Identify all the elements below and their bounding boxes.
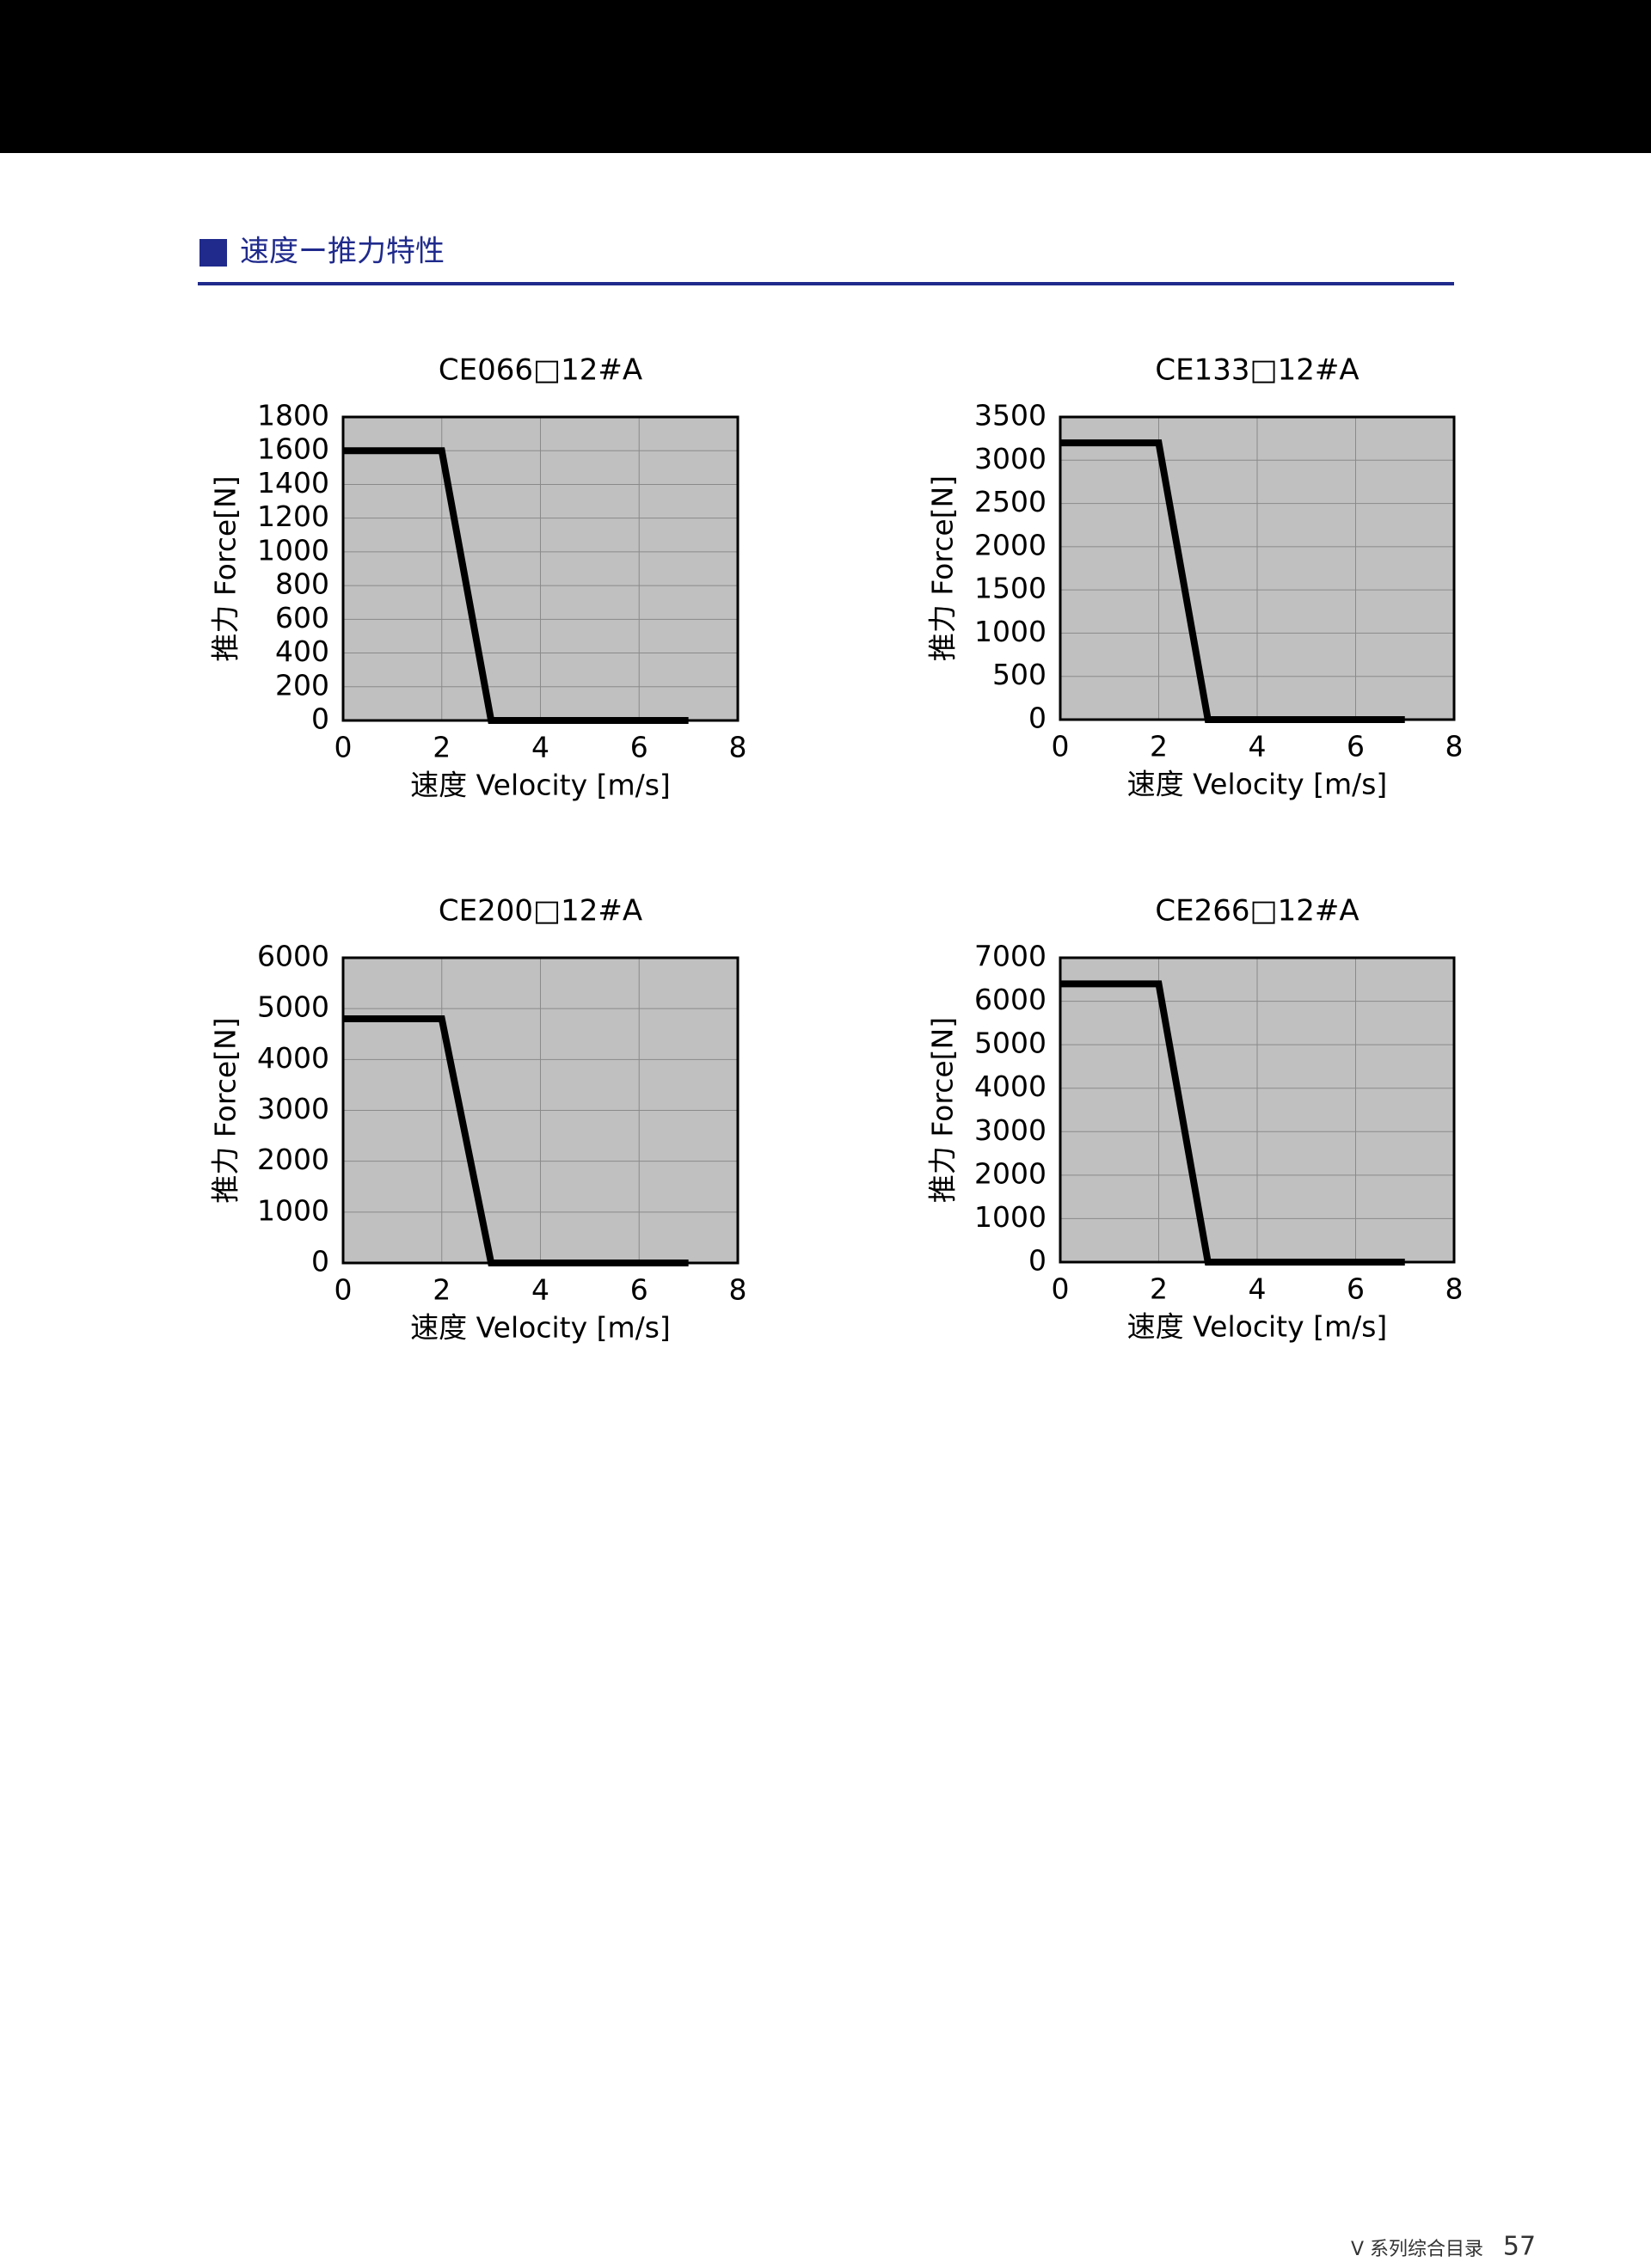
y-tick-label: 1200 xyxy=(257,500,329,533)
y-tick-label: 0 xyxy=(311,1245,329,1278)
x-tick-label: 6 xyxy=(1347,1272,1365,1306)
force-line xyxy=(1060,439,1405,723)
y-tick-label: 1800 xyxy=(257,399,329,432)
x-tick-label: 2 xyxy=(1150,1272,1168,1306)
x-tick-label: 6 xyxy=(630,1273,648,1307)
y-tick-label: 4000 xyxy=(974,1070,1046,1103)
y-tick-label: 3000 xyxy=(974,442,1046,475)
footer-page: 57 xyxy=(1503,2232,1536,2262)
y-tick-label: 600 xyxy=(275,601,329,634)
y-tick-label: 5000 xyxy=(257,990,329,1024)
y-tick-label: 0 xyxy=(1028,1244,1046,1278)
y-axis-label: 推力 Force[N] xyxy=(926,1017,960,1203)
y-tick-label: 1000 xyxy=(974,615,1046,648)
chart-title: CE266□12#A xyxy=(1155,894,1359,929)
x-tick-label: 4 xyxy=(1249,730,1267,763)
heading-square xyxy=(199,239,227,267)
y-axis-label: 推力 Force[N] xyxy=(926,475,960,661)
chart-title: CE133□12#A xyxy=(1155,353,1359,388)
y-tick-label: 1000 xyxy=(257,533,329,567)
x-tick-label: 2 xyxy=(1150,730,1168,763)
y-tick-label: 1600 xyxy=(257,432,329,466)
y-tick-label: 500 xyxy=(992,658,1046,691)
header-bar xyxy=(0,0,1651,153)
y-tick-label: 1400 xyxy=(257,466,329,500)
force-line xyxy=(343,447,689,724)
y-tick-label: 6000 xyxy=(974,983,1046,1016)
y-tick-label: 0 xyxy=(311,702,329,736)
x-axis-label: 速度 Velocity [m/s] xyxy=(410,1311,671,1345)
force-line xyxy=(343,1015,689,1266)
x-tick-label: 8 xyxy=(1445,730,1464,763)
y-tick-label: 400 xyxy=(275,634,329,668)
x-tick-label: 0 xyxy=(1052,1272,1070,1306)
y-tick-label: 5000 xyxy=(974,1027,1046,1060)
x-tick-label: 0 xyxy=(1052,730,1070,763)
x-tick-label: 2 xyxy=(433,1273,451,1307)
y-tick-label: 2500 xyxy=(974,485,1046,518)
y-tick-label: 800 xyxy=(275,567,329,601)
x-tick-label: 4 xyxy=(531,731,549,764)
y-tick-label: 3000 xyxy=(257,1092,329,1125)
y-tick-label: 6000 xyxy=(257,940,329,973)
y-tick-label: 7000 xyxy=(974,940,1046,973)
y-axis-label: 推力 Force[N] xyxy=(209,475,242,661)
x-axis-label: 速度 Velocity [m/s] xyxy=(410,769,671,802)
chart-title: CE200□12#A xyxy=(439,894,642,929)
y-tick-label: 0 xyxy=(1028,702,1046,735)
x-tick-label: 4 xyxy=(1249,1272,1267,1306)
x-tick-label: 8 xyxy=(1445,1272,1464,1306)
x-axis-label: 速度 Velocity [m/s] xyxy=(1127,768,1388,801)
x-tick-label: 0 xyxy=(334,1273,353,1307)
y-tick-label: 2000 xyxy=(974,1156,1046,1190)
y-tick-label: 3000 xyxy=(974,1113,1046,1147)
chart-title: CE066□12#A xyxy=(439,353,642,388)
y-tick-label: 200 xyxy=(275,668,329,702)
y-tick-label: 1500 xyxy=(974,572,1046,605)
footer-catalog: V 系列综合目录 xyxy=(1351,2239,1483,2260)
x-tick-label: 2 xyxy=(433,731,451,764)
heading-rule xyxy=(198,282,1454,285)
section-heading: 速度ー推力特性 xyxy=(240,235,445,269)
x-tick-label: 6 xyxy=(630,731,648,764)
x-tick-label: 6 xyxy=(1347,730,1365,763)
y-tick-label: 3500 xyxy=(974,399,1046,432)
y-tick-label: 1000 xyxy=(974,1200,1046,1234)
y-tick-label: 2000 xyxy=(974,528,1046,561)
x-axis-label: 速度 Velocity [m/s] xyxy=(1127,1310,1388,1344)
y-tick-label: 2000 xyxy=(257,1143,329,1176)
x-tick-label: 8 xyxy=(729,731,747,764)
x-tick-label: 4 xyxy=(531,1273,549,1307)
y-tick-label: 4000 xyxy=(257,1041,329,1075)
y-tick-label: 1000 xyxy=(257,1193,329,1227)
force-line xyxy=(1060,980,1405,1266)
x-tick-label: 0 xyxy=(334,731,353,764)
x-tick-label: 8 xyxy=(729,1273,747,1307)
y-axis-label: 推力 Force[N] xyxy=(209,1017,242,1203)
